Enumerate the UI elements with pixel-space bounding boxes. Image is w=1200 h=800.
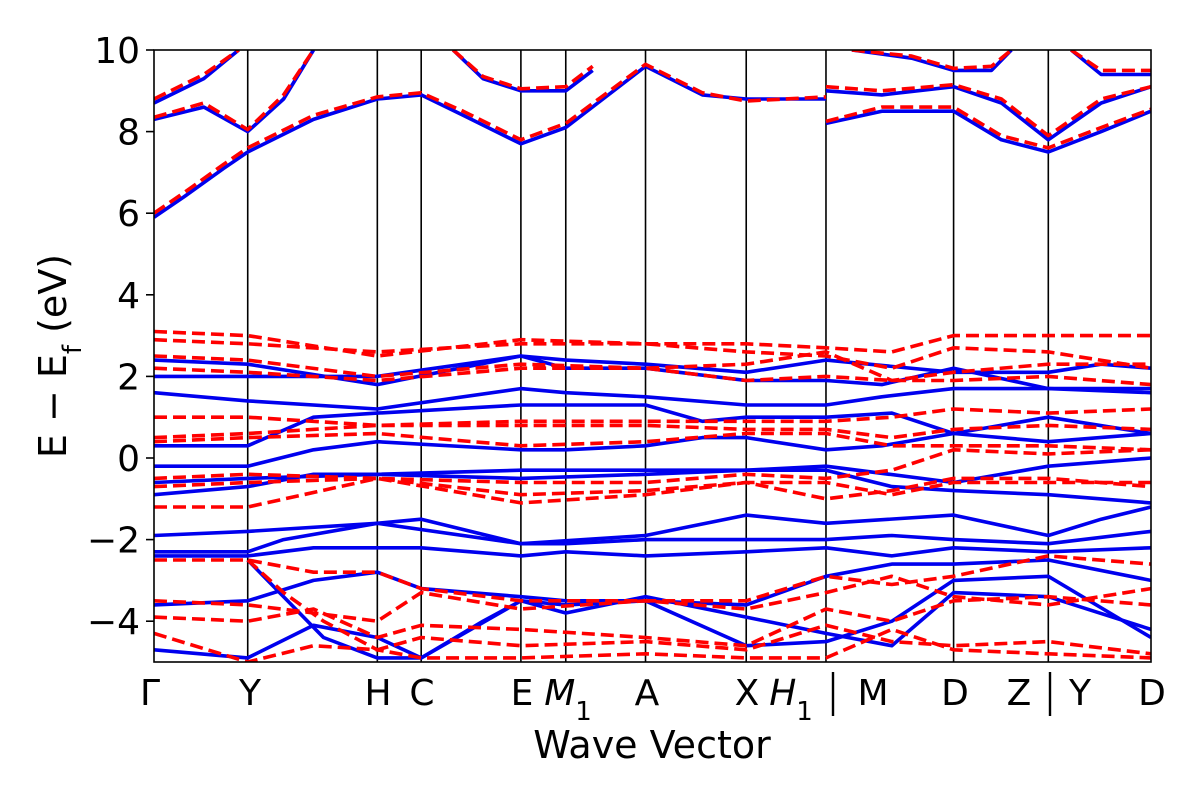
dashed-band-line xyxy=(1070,50,1151,73)
solid-band-line xyxy=(154,50,316,134)
x-tick-label: Y xyxy=(238,673,262,714)
dashed-band-line xyxy=(154,476,1151,509)
x-tick-label: Γ xyxy=(140,673,160,714)
x-axis-label: Wave Vector xyxy=(533,723,771,767)
solid-band-line xyxy=(154,150,249,219)
dashed-band-line xyxy=(154,407,1151,428)
y-tick-label: −4 xyxy=(87,602,140,643)
dashed-band-line xyxy=(825,82,1151,138)
y-axis-label-main: E − E xyxy=(31,354,75,458)
dashed-band-line xyxy=(154,594,1151,648)
dashed-band-line xyxy=(825,105,1151,150)
dashed-band-line xyxy=(246,62,827,150)
x-tick-label: D xyxy=(1138,673,1166,714)
dashed-band-line xyxy=(154,50,315,132)
dashed-band-line xyxy=(154,447,1151,485)
x-tick-label: A xyxy=(635,673,660,714)
dashed-band-line xyxy=(246,558,1151,660)
y-tick-label: 10 xyxy=(94,31,140,72)
solid-band-line xyxy=(154,386,1151,411)
solid-band-line xyxy=(154,354,1151,387)
x-tick-label: Z xyxy=(1007,673,1032,714)
x-tick-label: D xyxy=(941,673,969,714)
solid-band-line xyxy=(154,545,1151,558)
y-axis-label-sub: f xyxy=(58,344,88,354)
x-tick-label: H1 xyxy=(769,673,813,727)
dashed-band-line xyxy=(154,623,1151,662)
solid-band-line xyxy=(154,505,1151,546)
y-axis-label-unit: (eV) xyxy=(31,254,75,345)
y-axis-label: E − Ef (eV) xyxy=(31,254,88,458)
x-tick-label: M1 xyxy=(544,673,592,727)
x-tick-label: E xyxy=(511,673,534,714)
dashed-band-line xyxy=(154,366,1151,387)
y-tick-label: 0 xyxy=(117,439,140,480)
band-lines xyxy=(154,50,1151,662)
y-tick-label: −2 xyxy=(87,521,140,562)
x-axis-ticks: Γ Y H C E M1 A X H1 M D Z Y D xyxy=(140,672,1166,727)
dashed-band-line xyxy=(154,423,1151,440)
x-tick-label: C xyxy=(409,673,434,714)
plot-frame xyxy=(153,49,1152,663)
x-tick-label: H xyxy=(364,673,391,714)
y-axis-ticks: 10 8 6 4 2 0 −2 −4 xyxy=(87,31,154,643)
x-tick-label: Y xyxy=(1068,673,1092,714)
dashed-band-line xyxy=(154,146,249,215)
solid-band-line xyxy=(825,84,1151,142)
solid-band-line xyxy=(154,415,1151,469)
dashed-band-line xyxy=(851,50,1013,71)
dashed-band-line xyxy=(154,50,240,101)
dashed-band-line xyxy=(154,337,1151,371)
x-tick-label: M xyxy=(857,673,888,714)
solid-band-line xyxy=(825,109,1151,154)
solid-band-line xyxy=(154,517,1151,554)
y-tick-label: 8 xyxy=(117,113,140,154)
y-tick-label: 2 xyxy=(117,357,140,398)
y-tick-label: 4 xyxy=(117,276,140,317)
dashed-band-line xyxy=(154,431,1151,452)
y-tick-label: 6 xyxy=(117,194,140,235)
dashed-band-line xyxy=(154,350,1151,383)
dashed-band-line xyxy=(451,50,594,91)
x-tick-label: X xyxy=(735,673,760,714)
